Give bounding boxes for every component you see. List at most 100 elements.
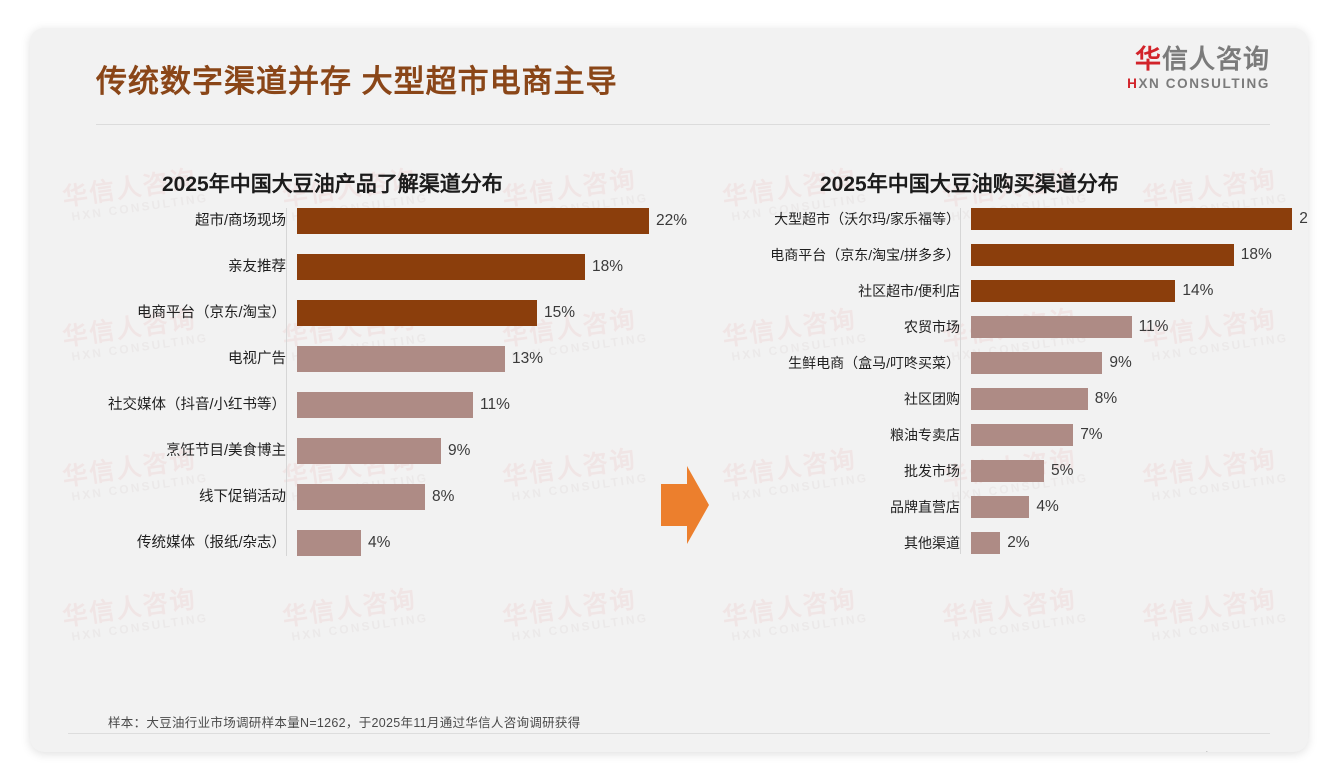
- bar-value-label: 4%: [368, 534, 391, 551]
- slide-header: 传统数字渠道并存 大型超市电商主导 华信人咨询 HXN CONSULTING: [30, 28, 1308, 125]
- bar: [297, 208, 649, 234]
- watermark-english: HXN CONSULTING: [1150, 610, 1290, 644]
- bar-rows-awareness: 超市/商场现场 22% 亲友推荐 18% 电商平台（京东/淘宝） 15% 电视广告 13% 社交…: [96, 208, 687, 556]
- website-text[interactable]: www.hxrcon.com: [1176, 750, 1270, 752]
- bar: [297, 392, 473, 418]
- bar-track: 14%: [971, 280, 1275, 302]
- right-arrow-icon: [661, 466, 709, 544]
- bar-track: 15%: [297, 300, 686, 326]
- bar-track: 5%: [971, 460, 1275, 482]
- bar: [971, 208, 1293, 230]
- bar-value-label: 7%: [1080, 426, 1103, 443]
- bar-value-label: 2%: [1007, 534, 1030, 551]
- bar-chart-awareness: 超市/商场现场 22% 亲友推荐 18% 电商平台（京东/淘宝） 15% 电视广告 13% 社交…: [96, 208, 687, 556]
- bar-value-label: 8%: [432, 488, 455, 505]
- bar-row: 大型超市（沃尔玛/家乐福等） 22%: [730, 208, 1308, 230]
- bar-category-label: 农贸市场: [904, 319, 960, 335]
- watermark-chinese: 华信人咨询: [940, 585, 1079, 632]
- bar-row: 粮油专卖店 7%: [730, 424, 1275, 446]
- bar-category-label: 线下促销活动: [199, 489, 286, 505]
- bar-category-label: 社区超市/便利店: [858, 283, 960, 299]
- page-title: 传统数字渠道并存 大型超市电商主导: [96, 64, 618, 99]
- bar-row: 线下促销活动 8%: [96, 484, 686, 510]
- bar-value-label: 4%: [1036, 498, 1059, 515]
- bar-track: 9%: [971, 352, 1275, 374]
- bar-value-label: 5%: [1051, 462, 1074, 479]
- bar-row: 社区超市/便利店 14%: [730, 280, 1275, 302]
- watermark-chinese: 华信人咨询: [1140, 585, 1279, 632]
- bar-track: 11%: [297, 392, 686, 418]
- bar-track: 2%: [971, 532, 1275, 554]
- bar-category-label: 批发市场: [904, 463, 960, 479]
- chart-panel-purchase: 2025年中国大豆油购买渠道分布 大型超市（沃尔玛/家乐福等） 22% 电商平台（京…: [730, 168, 1308, 568]
- bar-track: 22%: [971, 208, 1308, 230]
- chart-panel-awareness: 2025年中国大豆油产品了解渠道分布 超市/商场现场 22% 亲友推荐 18% 电商平台…: [96, 168, 687, 576]
- bar-value-label: 9%: [448, 442, 471, 459]
- bar: [297, 254, 585, 280]
- bar-value-label: 11%: [480, 396, 510, 413]
- bar: [971, 532, 1001, 554]
- bar-row: 农贸市场 11%: [730, 316, 1275, 338]
- bar-category-label: 传统媒体（报纸/杂志）: [136, 535, 286, 551]
- bar-row: 生鲜电商（盒马/叮咚买菜） 9%: [730, 352, 1275, 374]
- bar-category-label: 大型超市（沃尔玛/家乐福等）: [774, 211, 960, 227]
- bar-category-label: 超市/商场现场: [194, 213, 286, 229]
- bar: [297, 438, 441, 464]
- slide-footer: ©2026.1 HXR华信人咨询 www.hxrcon.com: [68, 744, 1270, 752]
- bar-track: 18%: [297, 254, 686, 280]
- bar-row: 电商平台（京东/淘宝） 15%: [96, 300, 686, 326]
- bar: [971, 316, 1132, 338]
- bar-row: 社区团购 8%: [730, 388, 1275, 410]
- bar-track: 4%: [297, 530, 686, 556]
- bar-track: 18%: [971, 244, 1275, 266]
- bar-value-label: 11%: [1138, 318, 1169, 335]
- bar-category-label: 粮油专卖店: [890, 427, 960, 443]
- watermark-chinese: 华信人咨询: [720, 585, 859, 632]
- bar: [297, 300, 537, 326]
- bar-value-label: 15%: [544, 304, 576, 321]
- bar-track: 13%: [297, 346, 686, 372]
- bar-row: 社交媒体（抖音/小红书等） 11%: [96, 392, 686, 418]
- copyright-text: ©2026.1 HXR华信人咨询: [68, 748, 208, 753]
- header-divider: [96, 124, 1270, 125]
- bar-category-label: 生鲜电商（盒马/叮咚买菜）: [788, 355, 960, 371]
- watermark-english: HXN CONSULTING: [950, 610, 1090, 644]
- bar-value-label: 18%: [1240, 246, 1272, 263]
- bar-rows-purchase: 大型超市（沃尔玛/家乐福等） 22% 电商平台（京东/淘宝/拼多多） 18% 社区超市/…: [730, 208, 1308, 554]
- bar-track: 7%: [971, 424, 1275, 446]
- logo-chinese-rest: 信人咨询: [1161, 44, 1270, 74]
- chart-title-purchase: 2025年中国大豆油购买渠道分布: [820, 173, 1119, 196]
- bar-category-label: 电商平台（京东/淘宝）: [136, 305, 286, 321]
- chart-axis-line: [286, 208, 287, 556]
- watermark-chinese: 华信人咨询: [60, 585, 199, 632]
- bar: [971, 496, 1030, 518]
- bar: [971, 352, 1103, 374]
- sample-note: 样本：大豆油行业市场调研样本量N=1262，于2025年11月通过华信人咨询调研…: [108, 716, 581, 730]
- company-logo: 华信人咨询 HXN CONSULTING: [1127, 44, 1270, 92]
- bar: [971, 280, 1176, 302]
- bar-category-label: 其他渠道: [904, 535, 960, 551]
- logo-english-accent: H: [1127, 76, 1139, 92]
- bar-category-label: 社区团购: [904, 391, 960, 407]
- bar-value-label: 14%: [1182, 282, 1214, 299]
- watermark-chinese: 华信人咨询: [500, 585, 639, 632]
- chart-title-awareness: 2025年中国大豆油产品了解渠道分布: [162, 173, 503, 196]
- bar-row: 传统媒体（报纸/杂志） 4%: [96, 530, 686, 556]
- bar-track: 9%: [297, 438, 686, 464]
- bar-value-label: 18%: [592, 258, 624, 275]
- bar-category-label: 品牌直营店: [890, 499, 960, 515]
- bar-row: 亲友推荐 18%: [96, 254, 686, 280]
- bar: [297, 530, 361, 556]
- bar-category-label: 社交媒体（抖音/小红书等）: [107, 397, 286, 413]
- bar-track: 8%: [297, 484, 686, 510]
- bar-row: 品牌直营店 4%: [730, 496, 1275, 518]
- bar-row: 超市/商场现场 22%: [96, 208, 687, 234]
- bar-value-label: 9%: [1109, 354, 1132, 371]
